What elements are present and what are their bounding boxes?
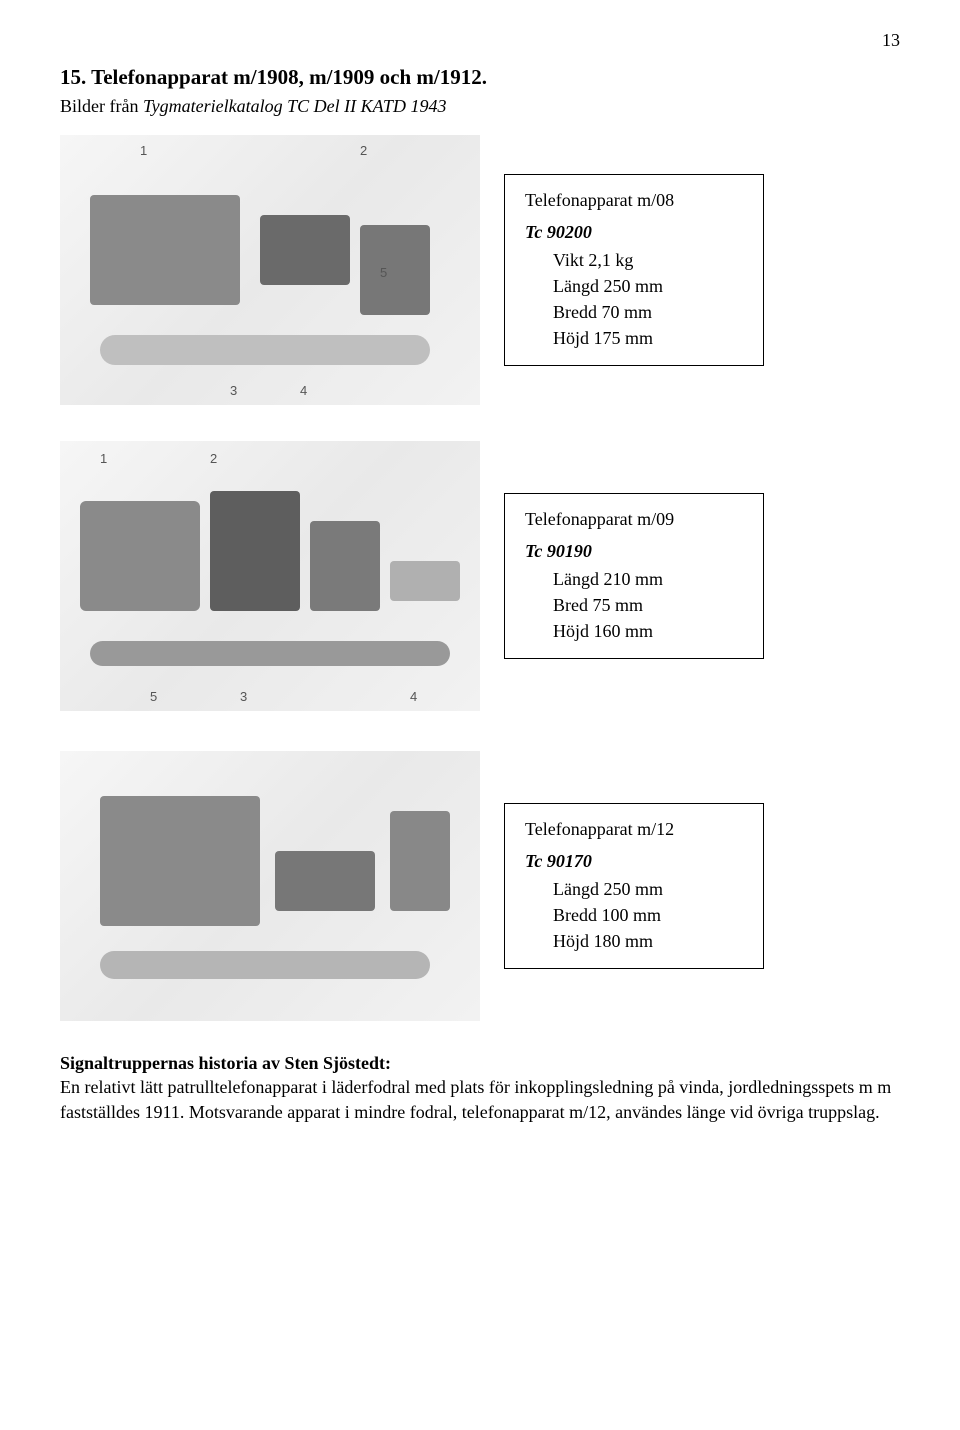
page-number: 13 bbox=[60, 30, 900, 51]
source-plain: Bilder från bbox=[60, 96, 143, 116]
figure-image-m12 bbox=[60, 751, 480, 1021]
figure-label: 4 bbox=[300, 383, 307, 398]
spec-item: Vikt 2,1 kg bbox=[525, 247, 743, 273]
spec-card-m08: Telefonapparat m/08 Tc 90200 Vikt 2,1 kg… bbox=[504, 174, 764, 367]
figure-row-3: Telefonapparat m/12 Tc 90170 Längd 250 m… bbox=[60, 751, 900, 1021]
figure-label: 4 bbox=[410, 689, 417, 704]
figure-row-2: 1 2 3 4 5 Telefonapparat m/09 Tc 90190 L… bbox=[60, 441, 900, 711]
figure-image-m09: 1 2 3 4 5 bbox=[60, 441, 480, 711]
spec-code: Tc 90200 bbox=[525, 219, 743, 245]
spec-title: Telefonapparat m/12 bbox=[525, 816, 743, 842]
spec-title: Telefonapparat m/09 bbox=[525, 506, 743, 532]
figure-label: 3 bbox=[240, 689, 247, 704]
body-paragraph: Signaltruppernas historia av Sten Sjöste… bbox=[60, 1051, 900, 1124]
figure-label: 1 bbox=[100, 451, 107, 466]
spec-code: Tc 90170 bbox=[525, 848, 743, 874]
photo-placeholder-shape bbox=[310, 521, 380, 611]
spec-item: Längd 250 mm bbox=[525, 273, 743, 299]
photo-placeholder-shape bbox=[390, 561, 460, 601]
spec-card-m12: Telefonapparat m/12 Tc 90170 Längd 250 m… bbox=[504, 803, 764, 969]
photo-placeholder-shape bbox=[90, 195, 240, 305]
figure-row-1: 1 2 3 4 5 Telefonapparat m/08 Tc 90200 V… bbox=[60, 135, 900, 405]
spec-item: Höjd 160 mm bbox=[525, 618, 743, 644]
photo-placeholder-shape bbox=[90, 641, 450, 666]
photo-placeholder-shape bbox=[100, 951, 430, 979]
body-heading: Signaltruppernas historia av Sten Sjöste… bbox=[60, 1053, 391, 1073]
photo-placeholder-shape bbox=[260, 215, 350, 285]
figure-label: 3 bbox=[230, 383, 237, 398]
body-text: En relativt lätt patrulltelefonapparat i… bbox=[60, 1077, 891, 1121]
photo-placeholder-shape bbox=[80, 501, 200, 611]
spec-item: Höjd 180 mm bbox=[525, 928, 743, 954]
spec-list: Längd 210 mm Bred 75 mm Höjd 160 mm bbox=[525, 566, 743, 644]
spec-item: Höjd 175 mm bbox=[525, 325, 743, 351]
spec-list: Längd 250 mm Bredd 100 mm Höjd 180 mm bbox=[525, 876, 743, 954]
section-title: 15. Telefonapparat m/1908, m/1909 och m/… bbox=[60, 65, 900, 90]
source-italic: Tygmaterielkatalog TC Del II KATD 1943 bbox=[143, 96, 446, 116]
spec-title: Telefonapparat m/08 bbox=[525, 187, 743, 213]
figure-label: 5 bbox=[150, 689, 157, 704]
spec-item: Bredd 70 mm bbox=[525, 299, 743, 325]
spec-item: Bredd 100 mm bbox=[525, 902, 743, 928]
spec-card-m09: Telefonapparat m/09 Tc 90190 Längd 210 m… bbox=[504, 493, 764, 659]
spec-item: Längd 210 mm bbox=[525, 566, 743, 592]
photo-placeholder-shape bbox=[100, 796, 260, 926]
photo-placeholder-shape bbox=[390, 811, 450, 911]
source-line: Bilder från Tygmaterielkatalog TC Del II… bbox=[60, 96, 900, 117]
spec-code: Tc 90190 bbox=[525, 538, 743, 564]
figure-image-m08: 1 2 3 4 5 bbox=[60, 135, 480, 405]
photo-placeholder-shape bbox=[210, 491, 300, 611]
figure-label: 1 bbox=[140, 143, 147, 158]
spec-list: Vikt 2,1 kg Längd 250 mm Bredd 70 mm Höj… bbox=[525, 247, 743, 351]
figure-label: 5 bbox=[380, 265, 387, 280]
photo-placeholder-shape bbox=[100, 335, 430, 365]
figure-label: 2 bbox=[210, 451, 217, 466]
spec-item: Bred 75 mm bbox=[525, 592, 743, 618]
figure-label: 2 bbox=[360, 143, 367, 158]
spec-item: Längd 250 mm bbox=[525, 876, 743, 902]
photo-placeholder-shape bbox=[360, 225, 430, 315]
photo-placeholder-shape bbox=[275, 851, 375, 911]
